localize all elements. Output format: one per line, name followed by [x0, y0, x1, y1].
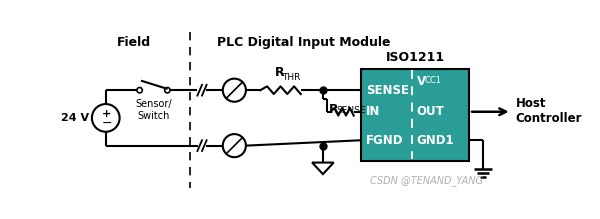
Text: PLC Digital Input Module: PLC Digital Input Module	[217, 36, 391, 49]
Text: THR: THR	[282, 73, 301, 82]
Bar	[361, 69, 469, 161]
Text: +: +	[102, 109, 111, 119]
Text: FGND: FGND	[366, 134, 404, 147]
Text: GND1: GND1	[416, 134, 454, 147]
Text: ISO1211: ISO1211	[386, 51, 445, 64]
Text: R: R	[275, 66, 285, 79]
Text: OUT: OUT	[416, 105, 445, 118]
Text: CSDN @TENAND_YANG: CSDN @TENAND_YANG	[370, 175, 484, 186]
Text: Sensor/
Switch: Sensor/ Switch	[135, 99, 172, 121]
Text: Field: Field	[117, 36, 151, 49]
Text: SENSE: SENSE	[366, 84, 409, 97]
Text: CC1: CC1	[424, 76, 442, 85]
Text: −: −	[101, 117, 112, 130]
Text: IN: IN	[366, 105, 380, 118]
Text: SENSE: SENSE	[336, 106, 365, 115]
Text: V: V	[416, 75, 426, 88]
Text: Host
Controller: Host Controller	[515, 97, 582, 125]
Text: R: R	[329, 103, 338, 116]
Text: 24 V: 24 V	[61, 113, 89, 123]
